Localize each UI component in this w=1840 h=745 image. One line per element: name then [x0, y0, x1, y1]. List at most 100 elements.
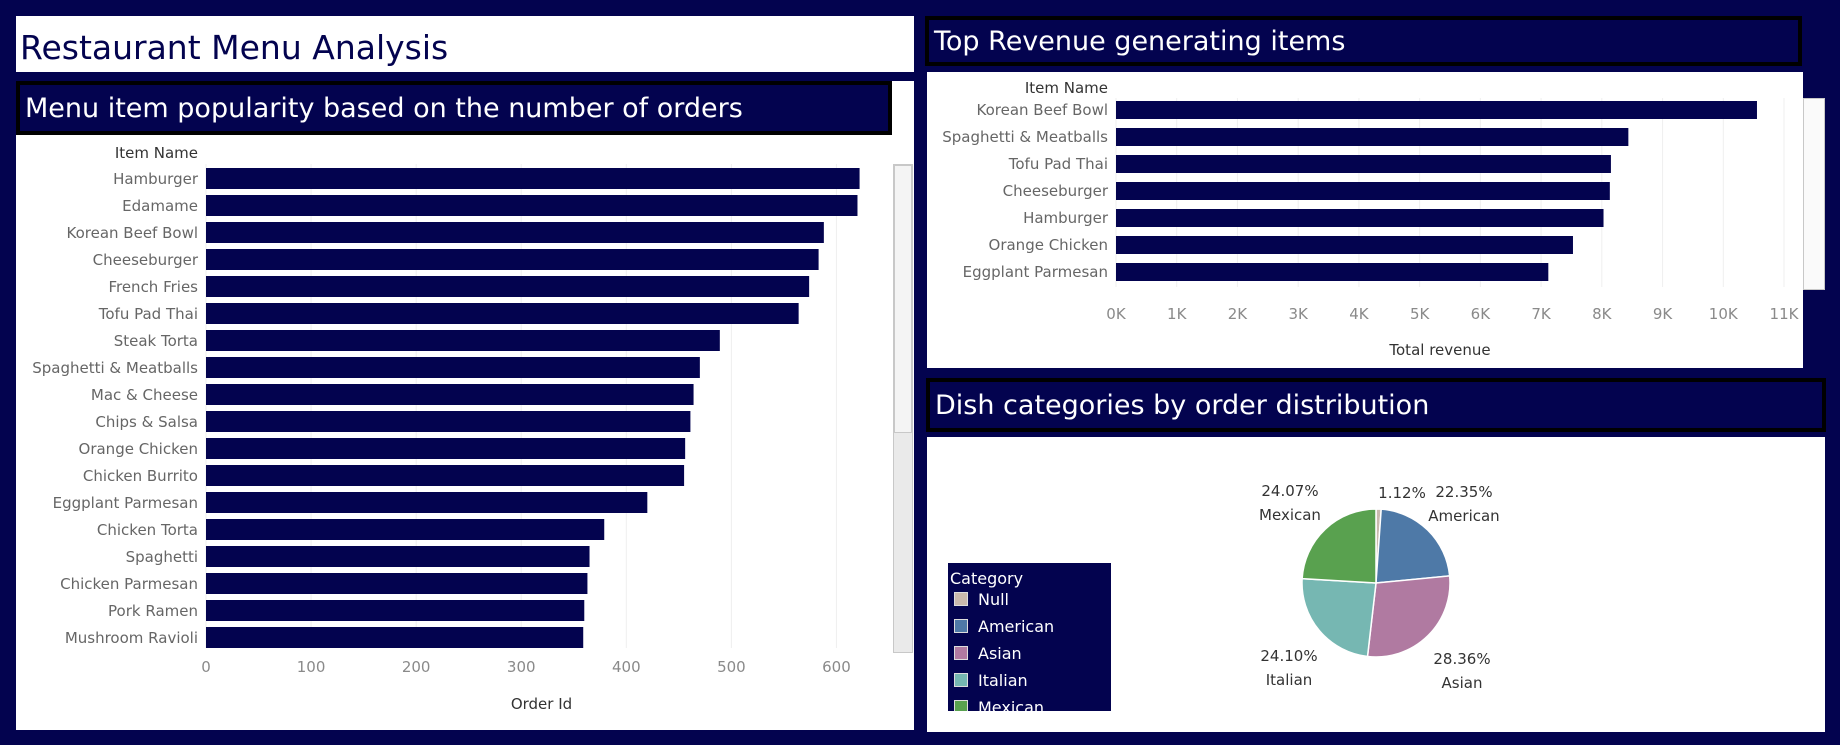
x-tick-label: 500 — [717, 658, 746, 676]
legend-swatch — [954, 619, 968, 633]
category-label: Chicken Parmesan — [60, 575, 198, 593]
slice-category-label: Mexican — [1259, 506, 1321, 524]
x-tick-label: 200 — [402, 658, 431, 676]
slice-percent-label: 22.35% — [1435, 483, 1492, 501]
category-label: Chicken Burrito — [83, 467, 198, 485]
category-label: Spaghetti & Meatballs — [942, 128, 1108, 146]
bar — [1116, 263, 1549, 281]
y-axis-header: Item Name — [1025, 79, 1108, 97]
legend-item[interactable]: Asian — [954, 643, 1022, 663]
category-label: Eggplant Parmesan — [53, 494, 198, 512]
x-tick-label: 11K — [1770, 305, 1800, 323]
legend-item[interactable]: Italian — [954, 670, 1028, 690]
x-tick-label: 10K — [1709, 305, 1739, 323]
revenue-title: Top Revenue generating items — [925, 16, 1802, 66]
slice-percent-label: 28.36% — [1433, 650, 1490, 668]
bar — [206, 330, 720, 351]
categories-pie-chart: 1.12% 22.35% American 28.36% Asian 24.10% Ital… — [1259, 482, 1500, 692]
x-tick-label: 9K — [1653, 305, 1674, 323]
popularity-scrollbar-thumb[interactable] — [894, 165, 912, 433]
legend-swatch — [954, 646, 968, 660]
bar — [206, 276, 810, 297]
x-tick-label: 400 — [612, 658, 641, 676]
x-axis-label: Total revenue — [1388, 341, 1490, 359]
category-label: Steak Torta — [114, 332, 198, 350]
category-legend: Category Null American Asian Italian Mexican — [948, 563, 1111, 711]
slice-percent-label: 24.10% — [1260, 647, 1317, 665]
category-label: Chips & Salsa — [95, 413, 198, 431]
popularity-title: Menu item popularity based on the number… — [16, 81, 892, 135]
x-tick-label: 300 — [507, 658, 536, 676]
bar — [1116, 209, 1604, 227]
category-label: French Fries — [108, 278, 198, 296]
bar — [206, 357, 700, 378]
category-label: Mushroom Ravioli — [65, 629, 198, 647]
bar — [206, 492, 648, 513]
x-tick-label: 2K — [1228, 305, 1249, 323]
legend-item[interactable]: American — [954, 616, 1054, 636]
bar — [206, 384, 694, 405]
slice-category-label: American — [1428, 507, 1499, 525]
category-label: Cheeseburger — [93, 251, 199, 269]
legend-label: Italian — [978, 670, 1028, 690]
bar — [206, 438, 686, 459]
dashboard-title-panel — [16, 16, 914, 72]
bar — [206, 222, 824, 243]
revenue-scrollbar[interactable] — [1803, 98, 1825, 290]
x-tick-label: 100 — [297, 658, 326, 676]
bar — [1116, 128, 1629, 146]
slice-percent-label: 24.07% — [1261, 482, 1318, 500]
bar — [206, 411, 691, 432]
bar — [206, 195, 858, 216]
slice-category-label: Italian — [1266, 671, 1313, 689]
bar — [206, 519, 605, 540]
legend-label: American — [978, 616, 1055, 636]
pie-slice — [1301, 577, 1377, 658]
x-tick-label: 0K — [1106, 305, 1127, 323]
x-tick-label: 0 — [201, 658, 211, 676]
x-axis-label: Order Id — [511, 695, 572, 713]
legend-swatch — [954, 592, 968, 606]
bar — [206, 600, 585, 621]
category-label: Orange Chicken — [79, 440, 198, 458]
category-label: Orange Chicken — [989, 236, 1108, 254]
bar — [206, 168, 860, 189]
pie-slice — [1375, 508, 1451, 584]
legend-title: Category — [950, 569, 1024, 588]
x-tick-label: 1K — [1167, 305, 1188, 323]
categories-title: Dish categories by order distribution — [926, 378, 1826, 432]
popularity-chart: 0 100 200 300 400 500 600 Item Name Hamburger Eda… — [32, 144, 860, 713]
category-label: Spaghetti — [126, 548, 198, 566]
legend-item[interactable]: Null — [954, 589, 1009, 609]
category-label: Eggplant Parmesan — [963, 263, 1108, 281]
bar — [1116, 101, 1757, 119]
slice-category-label: Asian — [1442, 674, 1483, 692]
legend-label: Asian — [978, 643, 1022, 663]
bar — [1116, 155, 1611, 173]
revenue-chart: 0K 1K 2K 3K 4K 5K 6K 7K 8K 9K 10K 11K Item Name Korea… — [942, 79, 1800, 359]
legend-label: Null — [978, 589, 1009, 609]
category-label: Hamburger — [113, 170, 199, 188]
category-label: Tofu Pad Thai — [98, 305, 198, 323]
legend-swatch — [954, 673, 968, 687]
category-label: Korean Beef Bowl — [67, 224, 199, 242]
bar — [1116, 236, 1573, 254]
legend-item[interactable]: Mexican — [954, 697, 1044, 711]
x-tick-label: 7K — [1531, 305, 1552, 323]
legend-label: Mexican — [978, 697, 1045, 712]
category-label: Pork Ramen — [108, 602, 198, 620]
category-label: Korean Beef Bowl — [977, 101, 1109, 119]
x-tick-label: 6K — [1471, 305, 1492, 323]
popularity-panel — [16, 81, 914, 730]
dashboard-title: Restaurant Menu Analysis — [20, 28, 449, 67]
bar — [206, 303, 799, 324]
slice-percent-label: 1.12% — [1378, 484, 1426, 502]
x-tick-label: 600 — [822, 658, 851, 676]
bar — [206, 627, 584, 648]
category-label: Chicken Torta — [97, 521, 198, 539]
x-tick-label: 5K — [1410, 305, 1431, 323]
bar — [206, 573, 588, 594]
bar — [206, 249, 819, 270]
y-axis-header: Item Name — [115, 144, 198, 162]
category-label: Cheeseburger — [1003, 182, 1109, 200]
